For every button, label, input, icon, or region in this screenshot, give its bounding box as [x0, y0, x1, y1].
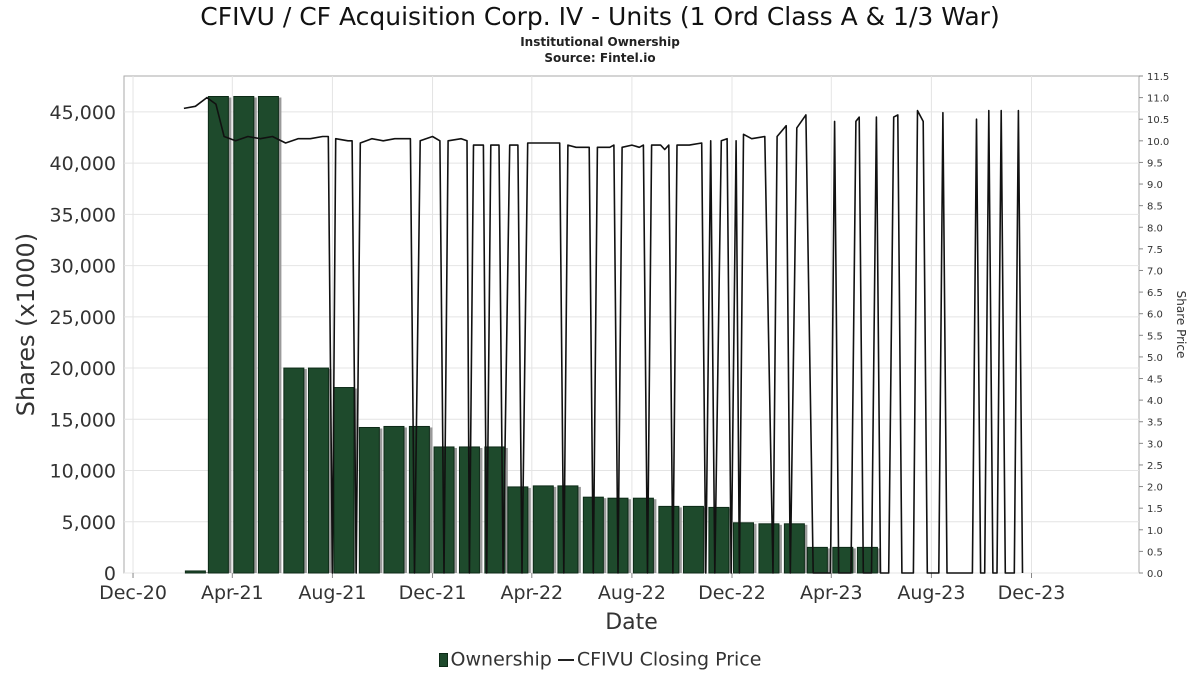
y-tick-label: 45,000	[50, 102, 116, 124]
ownership-bar	[632, 497, 654, 574]
ownership-bar	[333, 387, 355, 574]
legend-ownership-label: Ownership	[450, 648, 552, 671]
ownership-bar	[758, 523, 780, 574]
ownership-bar	[307, 367, 329, 574]
x-tick-label: Dec-20	[99, 582, 167, 604]
x-tick-label: Dec-22	[698, 582, 766, 604]
y2-tick-label: 11.0	[1147, 94, 1169, 105]
y2-tick-label: 8.5	[1147, 202, 1163, 213]
y2-tick-label: 0.5	[1147, 547, 1163, 558]
ownership-bar	[658, 505, 680, 574]
y2-tick-label: 9.5	[1147, 158, 1163, 169]
ownership-bar	[557, 485, 579, 574]
y-tick-label: 20,000	[50, 358, 116, 380]
y2-tick-label: 1.0	[1147, 526, 1163, 537]
ownership-bar	[507, 486, 529, 574]
y2-tick-label: 4.0	[1147, 396, 1163, 407]
y2-tick-label: 7.5	[1147, 245, 1163, 256]
legend: Ownership CFIVU Closing Price	[0, 648, 1200, 671]
y2-tick-label: 6.0	[1147, 310, 1163, 321]
ownership-bar	[484, 446, 506, 574]
y2-tick-label: 5.5	[1147, 331, 1163, 342]
ownership-bar	[783, 523, 805, 574]
x-tick-label: Apr-23	[800, 582, 863, 604]
y-axis-title: Shares (x1000)	[12, 233, 40, 416]
y-tick-label: 5,000	[62, 512, 116, 534]
x-tick-label: Aug-22	[598, 582, 666, 604]
y2-tick-label: 11.5	[1147, 72, 1169, 83]
y2-axis-title: Share Price	[1174, 291, 1188, 359]
ownership-bar	[184, 570, 206, 574]
y2-tick-label: 10.0	[1147, 137, 1169, 148]
y2-tick-label: 8.0	[1147, 223, 1163, 234]
ownership-bar	[233, 95, 255, 574]
y2-tick-label: 4.5	[1147, 375, 1163, 386]
y-tick-label: 30,000	[50, 256, 116, 278]
legend-price-swatch	[557, 658, 574, 661]
y2-tick-label: 7.0	[1147, 266, 1163, 277]
y-tick-label: 15,000	[50, 409, 116, 431]
x-tick-label: Aug-23	[897, 582, 965, 604]
ownership-bar	[257, 95, 279, 574]
y2-tick-label: 3.0	[1147, 439, 1163, 450]
y-tick-label: 0	[104, 563, 116, 585]
ownership-bar	[207, 95, 229, 574]
y-tick-label: 35,000	[50, 204, 116, 226]
x-axis-title: Date	[605, 610, 658, 635]
ownership-bar	[733, 522, 755, 574]
y2-tick-label: 9.0	[1147, 180, 1163, 191]
ownership-bar	[832, 546, 854, 574]
ownership-bar	[856, 546, 878, 574]
y-tick-label: 10,000	[50, 461, 116, 483]
x-tick-label: Dec-21	[399, 582, 467, 604]
x-tick-label: Apr-22	[500, 582, 563, 604]
ownership-bar	[532, 485, 554, 574]
x-tick-label: Apr-21	[201, 582, 264, 604]
price-line	[183, 96, 1024, 574]
y2-tick-label: 5.0	[1147, 353, 1163, 364]
y2-tick-label: 2.5	[1147, 461, 1163, 472]
x-tick-label: Aug-21	[298, 582, 366, 604]
chart-subtitle: Institutional Ownership	[520, 35, 680, 49]
y2-tick-label: 0.0	[1147, 569, 1163, 580]
chart-source: Source: Fintel.io	[544, 51, 656, 65]
y2-tick-label: 10.5	[1147, 115, 1169, 126]
y2-tick-label: 6.5	[1147, 288, 1163, 299]
legend-price-label: CFIVU Closing Price	[576, 648, 762, 671]
ownership-bar	[358, 426, 380, 574]
ownership-bar	[408, 425, 430, 574]
y2-tick-label: 3.5	[1147, 418, 1163, 429]
ownership-bar	[682, 505, 704, 574]
y-tick-label: 25,000	[50, 307, 116, 329]
ownership-bar	[283, 367, 305, 574]
y-tick-label: 40,000	[50, 153, 116, 175]
chart-title: CFIVU / CF Acquisition Corp. IV - Units …	[200, 2, 1000, 31]
ownership-bar	[708, 506, 730, 574]
ownership-bar	[383, 425, 405, 574]
y2-tick-label: 2.0	[1147, 483, 1163, 494]
ownership-bar	[806, 546, 828, 574]
x-tick-label: Dec-23	[998, 582, 1066, 604]
legend-ownership-swatch	[438, 652, 448, 667]
y2-tick-label: 1.5	[1147, 504, 1163, 515]
